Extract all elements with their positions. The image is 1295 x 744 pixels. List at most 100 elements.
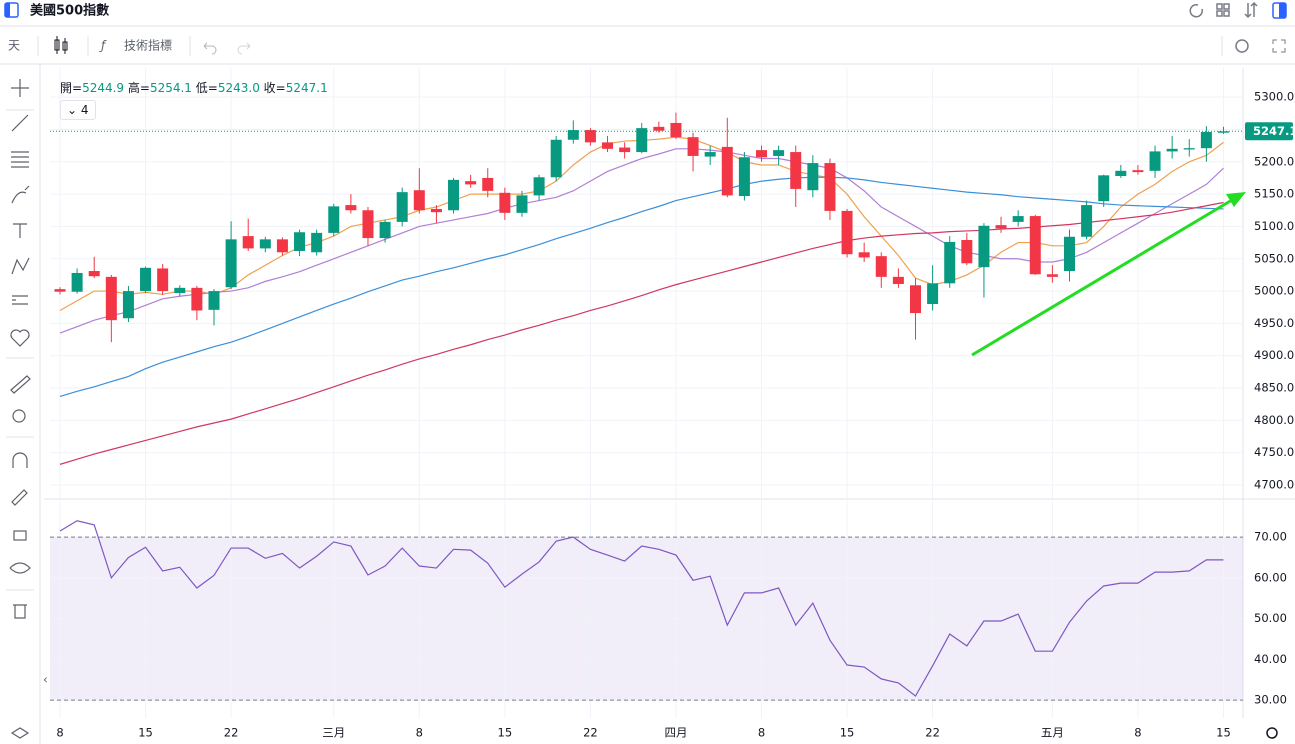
legend-value: 5243.0	[217, 81, 260, 95]
candle-body	[533, 177, 545, 196]
indicator-toggle[interactable]: ⌄ 4	[60, 100, 96, 120]
candle-body	[824, 163, 836, 211]
panel-icon	[1279, 3, 1286, 18]
lock-draw-tool[interactable]	[11, 489, 28, 506]
layers-button[interactable]	[10, 727, 30, 739]
candle-body	[756, 150, 768, 158]
candle-body	[157, 268, 169, 292]
candle-body	[413, 190, 425, 211]
moving-average-line	[59, 176, 1224, 398]
candle-body	[1081, 205, 1093, 237]
zoom-tool[interactable]	[12, 409, 26, 423]
y-tick-label: 70.00	[1254, 530, 1287, 544]
candle-body	[670, 122, 682, 138]
candle-body	[276, 239, 288, 253]
candle-body	[910, 285, 921, 314]
candle-body	[1098, 175, 1110, 202]
collapse-button[interactable]: ‹	[43, 673, 48, 687]
x-tick-label: 五月	[1041, 726, 1064, 740]
fullscreen-button[interactable]	[1272, 39, 1286, 53]
y-tick-label: 5100.0	[1254, 219, 1294, 233]
candle-body	[1029, 216, 1041, 275]
candle-body	[225, 239, 237, 288]
text-tool[interactable]	[13, 223, 27, 238]
candle-body	[242, 236, 254, 249]
candle-body	[122, 291, 134, 319]
candle-body	[550, 139, 562, 178]
candle-body	[379, 221, 391, 239]
candle-body	[1200, 132, 1212, 149]
crosshair-tool[interactable]	[11, 79, 29, 97]
candle-body	[1217, 131, 1229, 133]
lock-tool[interactable]	[13, 530, 27, 541]
candle-body	[1149, 151, 1161, 171]
candle-body	[738, 157, 750, 197]
chart-type-icon[interactable]	[54, 36, 68, 54]
candle-body	[636, 128, 648, 153]
visibility-tool[interactable]	[9, 562, 31, 574]
measure-tool[interactable]	[12, 295, 28, 305]
plot: 4700.0 4750.0 4800.0 4850.0 4900.0 4950.0 5000…	[50, 68, 1295, 740]
y-tick-label: 5000.0	[1254, 284, 1294, 298]
candle-body	[311, 232, 323, 253]
x-tick-label: 三月	[322, 726, 345, 740]
x-tick-label: 15	[1216, 726, 1231, 740]
layout-icon[interactable]	[1216, 3, 1223, 10]
x-tick-label: 8	[416, 726, 423, 740]
candle-body	[516, 195, 528, 213]
candle-body	[773, 150, 785, 156]
candle-body	[602, 142, 614, 149]
settings-button[interactable]	[1235, 39, 1249, 53]
redo-button[interactable]	[237, 42, 251, 55]
candle-body	[995, 225, 1007, 229]
candle-body	[892, 276, 904, 284]
y-tick-label: 50.00	[1254, 611, 1287, 625]
x-tick-label: 22	[925, 726, 940, 740]
undo-button[interactable]	[203, 42, 217, 55]
brush-tool[interactable]	[11, 185, 30, 204]
candle-body	[1063, 236, 1075, 272]
line-tool[interactable]	[11, 114, 29, 132]
candle-body	[1115, 170, 1127, 176]
x-tick-label: 15	[498, 726, 513, 740]
last-price-label: 5247.1	[1253, 124, 1295, 138]
candle-body	[790, 152, 802, 189]
compare-icon[interactable]	[1244, 1, 1258, 19]
candle-body	[482, 177, 494, 191]
delete-tool[interactable]	[13, 604, 27, 619]
candle-body	[1166, 148, 1178, 152]
candle-body	[1183, 148, 1195, 150]
candle-body	[430, 208, 442, 213]
favorite-tool[interactable]	[10, 329, 30, 347]
candle-body	[807, 163, 819, 191]
candle-body	[944, 241, 956, 284]
legend-label: 低=	[195, 81, 218, 95]
pattern-tool[interactable]	[11, 257, 30, 275]
interval-button[interactable]: 天	[8, 39, 20, 53]
candle-body	[961, 240, 973, 264]
indicator-count: 4	[80, 103, 89, 117]
candle-body	[1046, 274, 1058, 277]
title-icons	[1189, 1, 1258, 19]
candle-body	[54, 289, 66, 292]
magnet-tool[interactable]	[12, 452, 28, 468]
legend-value: 5254.1	[149, 81, 192, 95]
legend-value: 5244.9	[82, 81, 125, 95]
axis-settings-button[interactable]	[1266, 727, 1278, 739]
candle-body	[294, 232, 306, 251]
x-tick-label: 8	[1134, 726, 1141, 740]
candle-body	[88, 271, 100, 277]
chart-title: 美國500指數	[30, 3, 109, 19]
candle-body	[105, 276, 117, 321]
fib-tool[interactable]	[11, 151, 29, 168]
indicators-button[interactable]: 技術指標	[124, 38, 172, 53]
refresh-icon[interactable]	[1189, 4, 1203, 18]
y-tick-label: 4700.0	[1254, 478, 1294, 492]
rsi-line	[59, 520, 1224, 697]
candle-body	[841, 210, 853, 255]
candle-body	[704, 152, 716, 157]
candle-body	[345, 205, 357, 211]
ruler-tool[interactable]	[10, 375, 31, 394]
candle-body	[858, 252, 870, 258]
